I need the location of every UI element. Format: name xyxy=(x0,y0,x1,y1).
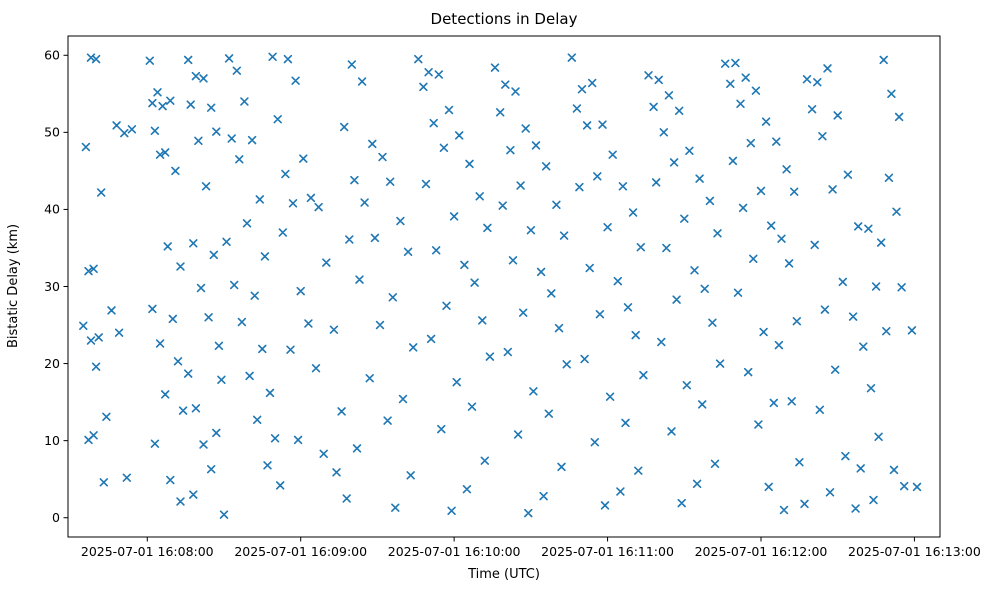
y-tick-label: 10 xyxy=(44,433,60,448)
x-tick-label: 2025-07-01 16:12:00 xyxy=(695,544,828,559)
y-tick-label: 50 xyxy=(44,125,60,140)
y-axis-label: Bistatic Delay (km) xyxy=(6,224,21,348)
y-tick-label: 40 xyxy=(44,202,60,217)
data-points xyxy=(79,52,922,519)
y-tick-label: 30 xyxy=(44,279,60,294)
x-tick-label: 2025-07-01 16:09:00 xyxy=(234,544,367,559)
y-tick-label: 0 xyxy=(52,510,60,525)
y-tick-label: 60 xyxy=(44,48,60,63)
scatter-series xyxy=(79,52,922,519)
axes: 2025-07-01 16:08:00 2025-07-01 16:09:00 20… xyxy=(44,35,981,559)
x-tick-label: 2025-07-01 16:11:00 xyxy=(541,544,674,559)
x-axis-label: Time (UTC) xyxy=(467,567,540,582)
x-tick-label: 2025-07-01 16:13:00 xyxy=(848,544,981,559)
y-tick-label: 20 xyxy=(44,356,60,371)
chart-title: Detections in Delay xyxy=(431,10,578,28)
x-tick-label: 2025-07-01 16:10:00 xyxy=(388,544,521,559)
x-tick-label: 2025-07-01 16:08:00 xyxy=(81,544,214,559)
